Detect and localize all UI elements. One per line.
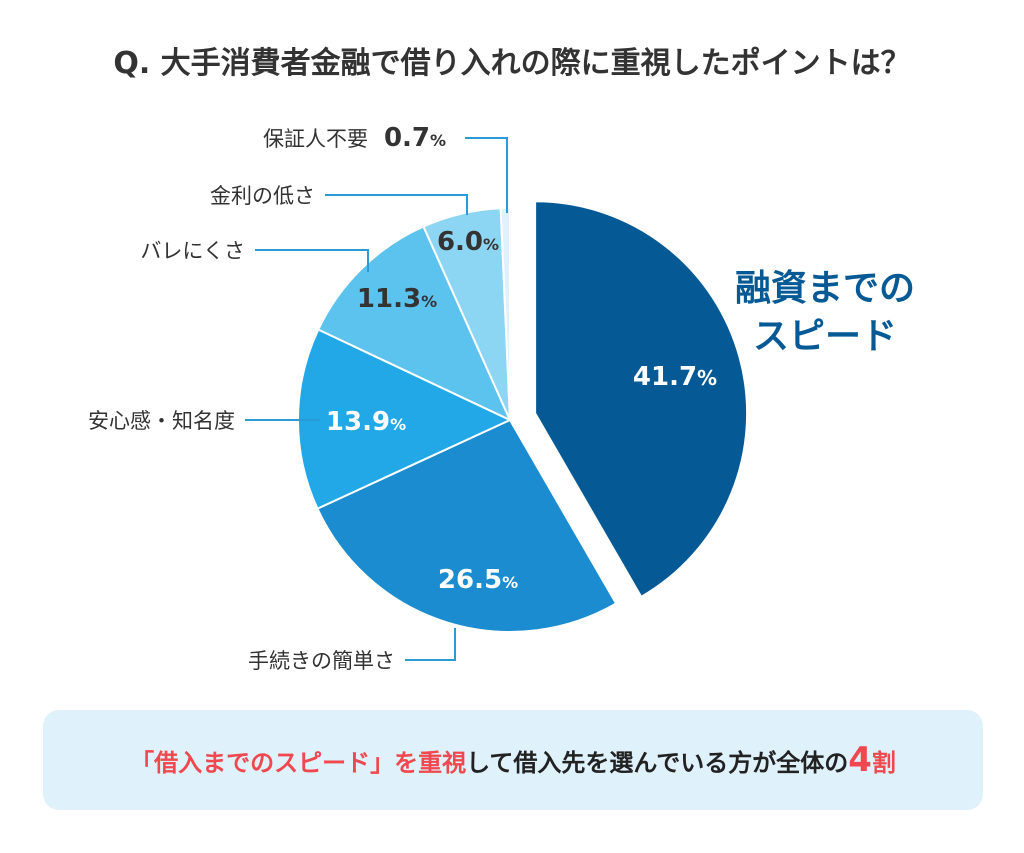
callout-highlight: 「借入までのスピード」を重視 bbox=[130, 748, 467, 777]
value-label: 11.3% bbox=[357, 284, 437, 314]
value-label: 26.5% bbox=[438, 565, 518, 595]
leader-line bbox=[325, 194, 468, 215]
highlight-label: 融資までの bbox=[735, 268, 915, 309]
value-label: 41.7% bbox=[633, 362, 717, 392]
category-label: 金利の低さ bbox=[210, 184, 315, 208]
value-label: 6.0% bbox=[437, 227, 499, 257]
leader-line bbox=[465, 137, 508, 213]
chart-title: Q. 大手消費者金融で借り入れの際に重視したポイントは？ bbox=[113, 46, 911, 81]
callout-text: して借入先を選んでいる方が全体の bbox=[466, 748, 849, 777]
category-label: 安心感・知名度 bbox=[88, 409, 235, 433]
category-label: 手続きの簡単さ bbox=[248, 649, 395, 673]
leader-line bbox=[255, 249, 369, 272]
value-label: 13.9% bbox=[326, 407, 406, 437]
callout-number: 4 bbox=[848, 740, 872, 780]
callout-suffix: 割 bbox=[871, 748, 896, 777]
category-label: 保証人不要 bbox=[263, 127, 368, 151]
summary-callout: 「借入までのスピード」を重視 して借入先を選んでいる方が全体の 4 割 bbox=[43, 710, 983, 810]
leader-line bbox=[405, 628, 456, 661]
value-label: 0.7% bbox=[384, 123, 446, 153]
highlight-label: スピード bbox=[753, 316, 897, 357]
pie-slice bbox=[316, 225, 513, 423]
pie-slice bbox=[534, 200, 749, 599]
pie-slice bbox=[499, 206, 511, 421]
category-label: バレにくさ bbox=[140, 239, 245, 263]
pie-slice bbox=[316, 418, 618, 633]
